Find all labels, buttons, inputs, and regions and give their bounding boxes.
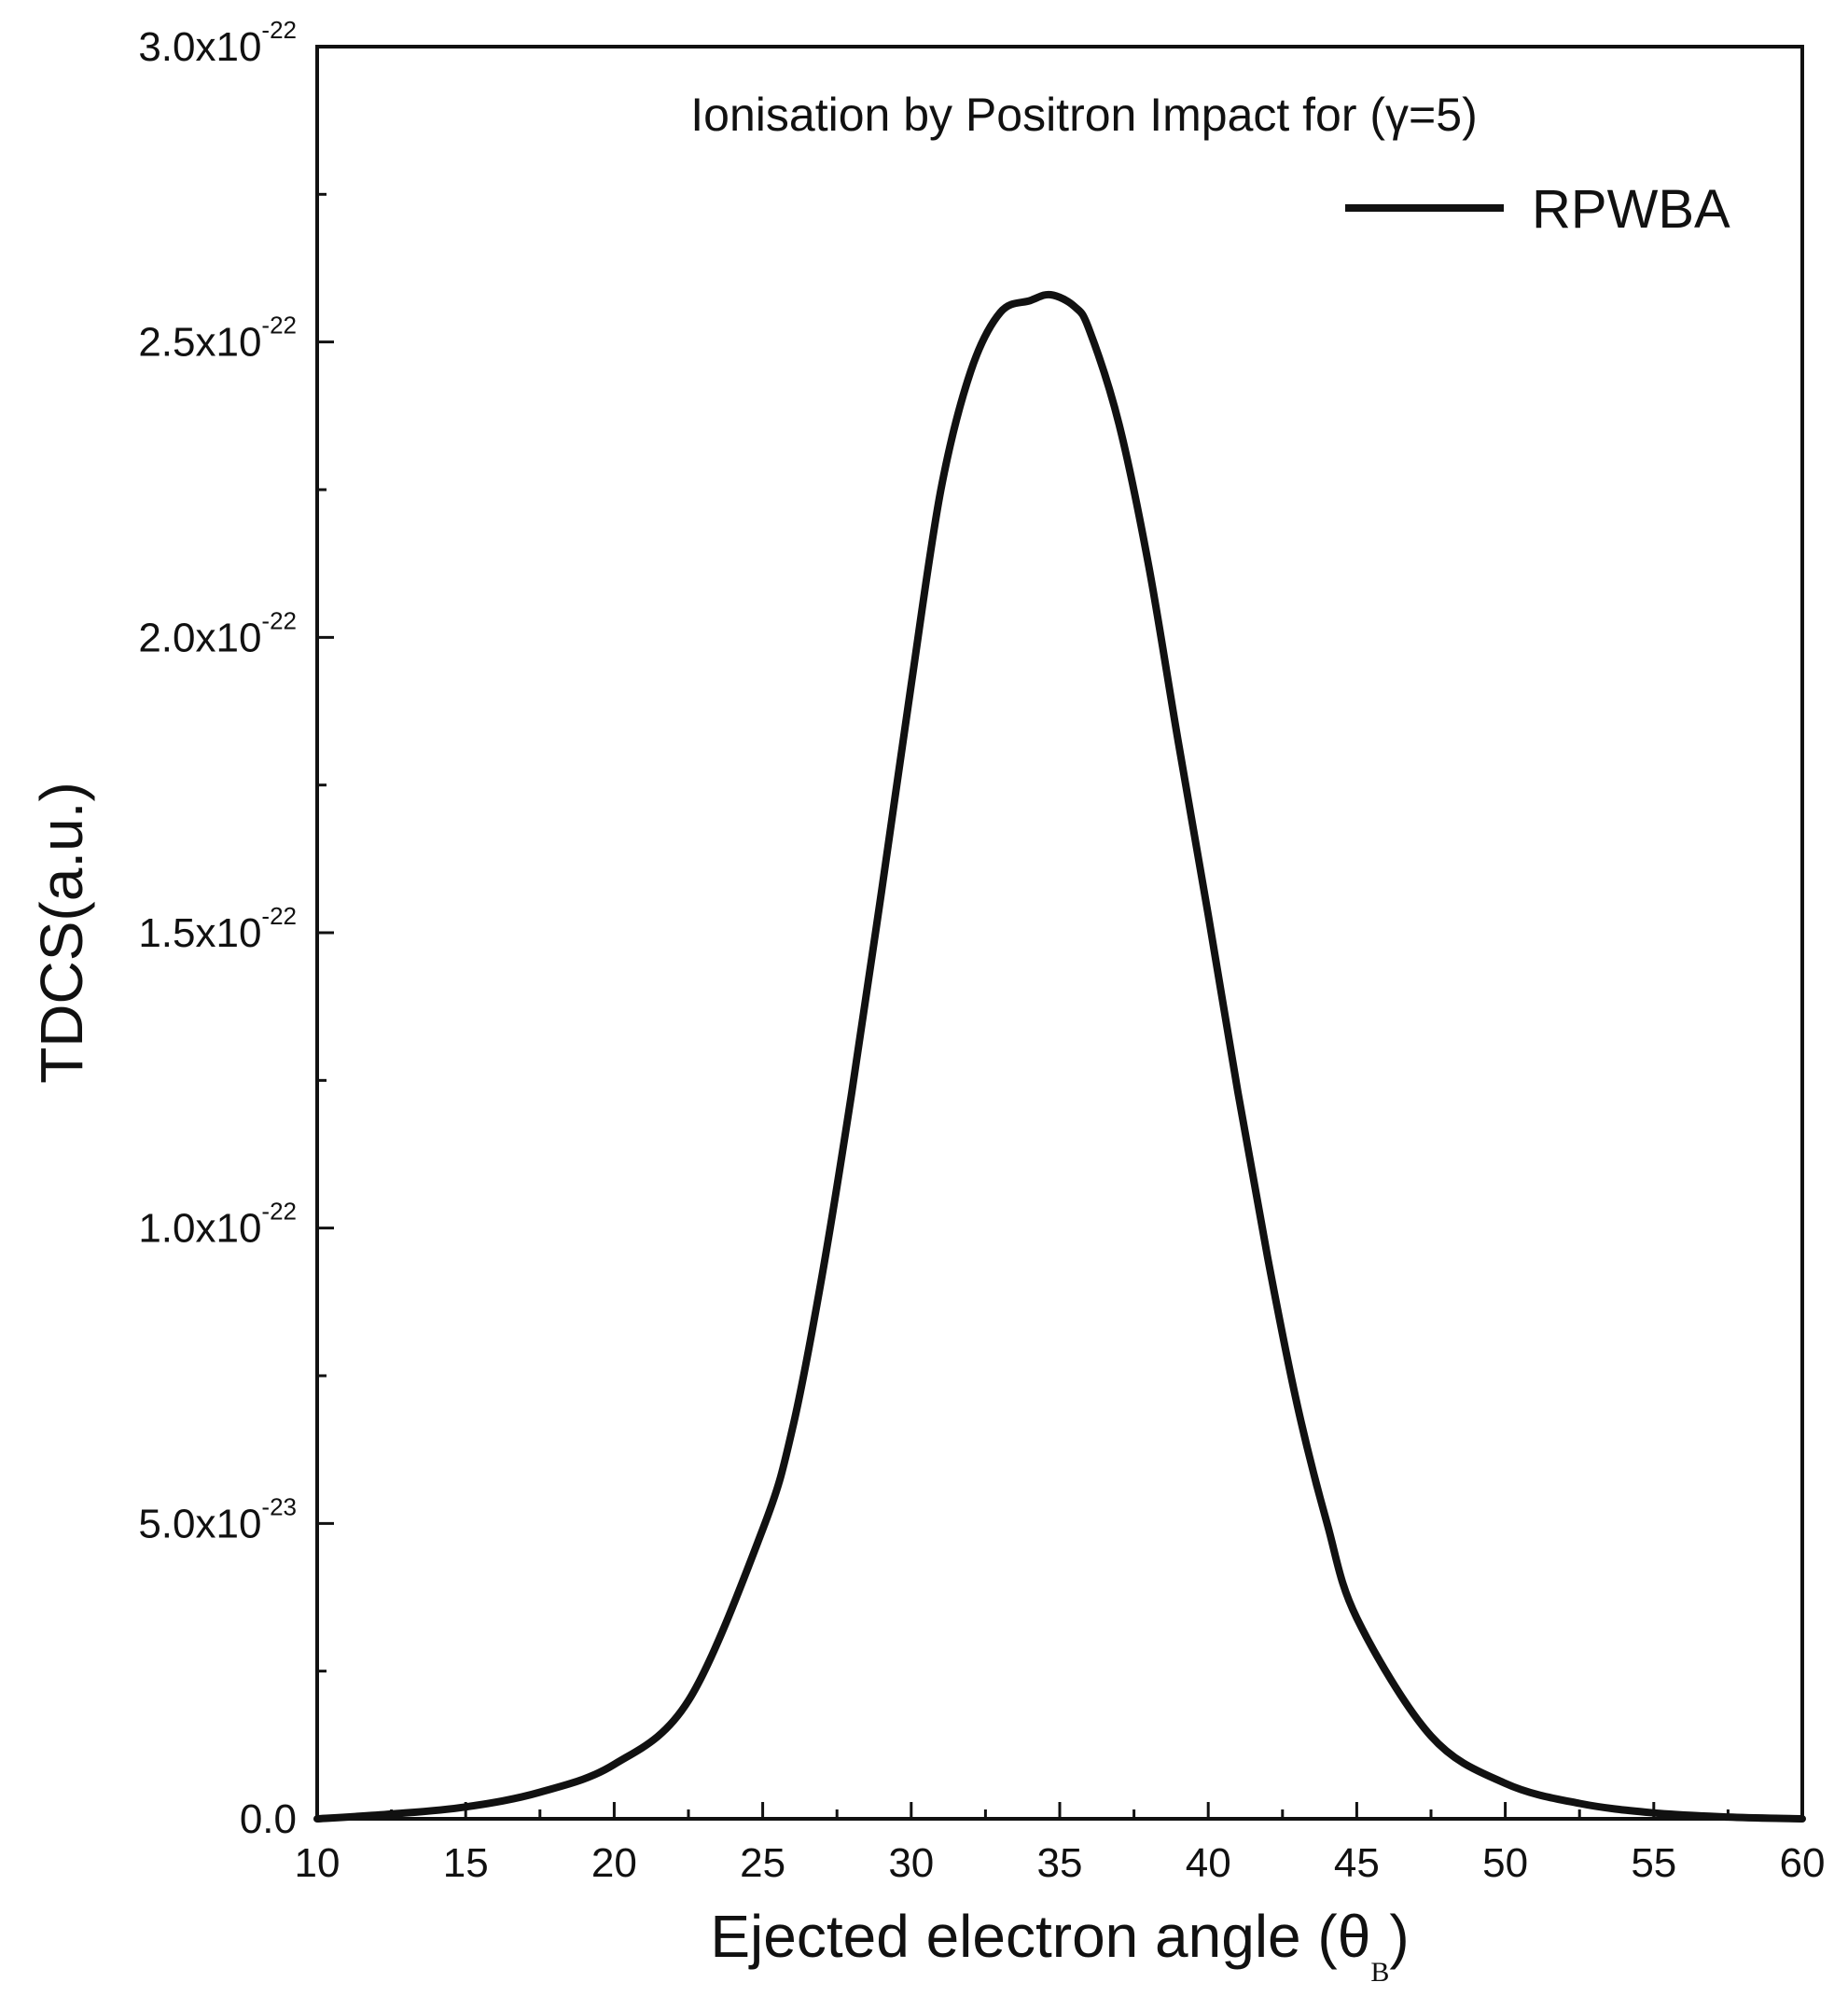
- x-axis-label: Ejected electron angle (θB): [710, 1903, 1409, 1988]
- y-tick-label: 2.0x10-22: [138, 606, 297, 660]
- x-tick-label: 20: [591, 1840, 637, 1886]
- chart-title: Ionisation by Positron Impact for (γ=5): [690, 89, 1477, 141]
- y-tick-label: 1.0x10-22: [138, 1198, 297, 1252]
- x-tick-label: 50: [1482, 1840, 1528, 1886]
- y-tick-labels: 0.05.0x10-231.0x10-221.5x10-222.0x10-222…: [138, 16, 297, 1842]
- x-tick-label: 35: [1037, 1840, 1083, 1886]
- y-tick-exponent: -22: [261, 312, 297, 340]
- y-tick-label: 5.0x10-23: [138, 1492, 297, 1546]
- x-tick-label: 30: [888, 1840, 934, 1886]
- x-tick-label: 45: [1334, 1840, 1380, 1886]
- y-tick-exponent: -22: [261, 1198, 297, 1226]
- y-tick-mantissa: 2.0x10: [138, 615, 261, 660]
- x-tick-label: 25: [740, 1840, 785, 1886]
- x-axis-label-close: ): [1389, 1903, 1409, 1970]
- y-tick-mantissa: 1.0x10: [138, 1206, 261, 1252]
- plot-frame: [315, 45, 1804, 1821]
- y-tick-exponent: -22: [261, 606, 297, 634]
- y-tick-exponent: -22: [261, 16, 297, 44]
- y-tick-exponent: -23: [261, 1492, 297, 1520]
- x-tick-label: 40: [1186, 1840, 1231, 1886]
- y-axis-label: TDCS(a.u.): [28, 782, 95, 1084]
- y-tick-mantissa: 2.5x10: [138, 320, 261, 366]
- y-tick-exponent: -22: [261, 902, 297, 930]
- x-tick-label: 55: [1631, 1840, 1676, 1886]
- x-tick-label: 10: [295, 1840, 340, 1886]
- x-tick-labels: 10 15 20 25 30 35 40 45 50 55 60: [295, 1840, 1826, 1886]
- y-tick-label: 2.5x10-22: [138, 312, 297, 366]
- x-tick-label: 60: [1780, 1840, 1826, 1886]
- y-tick-mantissa: 5.0x10: [138, 1501, 261, 1546]
- y-tick-mantissa: 3.0x10: [138, 24, 261, 70]
- y-tick-label: 0.0: [240, 1796, 297, 1842]
- series-line-rpwba: [313, 290, 1806, 1823]
- x-tick-label: 15: [443, 1840, 489, 1886]
- y-tick-mantissa: 0.0: [240, 1796, 297, 1842]
- x-axis-label-main: Ejected electron angle (θ: [710, 1903, 1370, 1970]
- x-axis-label-subscript: B: [1370, 1957, 1389, 1988]
- y-tick-label: 3.0x10-22: [138, 16, 297, 70]
- legend-label-rpwba: RPWBA: [1532, 179, 1730, 240]
- y-tick-label: 1.5x10-22: [138, 902, 297, 956]
- y-tick-mantissa: 1.5x10: [138, 910, 261, 956]
